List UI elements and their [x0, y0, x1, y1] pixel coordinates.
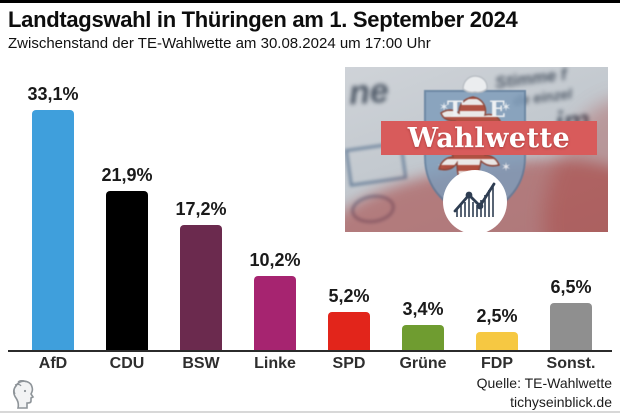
crest-letter-E: E	[489, 97, 506, 123]
tichys-head-logo-icon	[12, 380, 35, 409]
bar-group: 33,1%	[16, 3, 90, 350]
x-axis-label: FDP	[481, 355, 513, 372]
bar-spd	[328, 312, 370, 350]
bar-value-label: 5,2%	[328, 286, 370, 306]
bar-afd	[32, 110, 74, 350]
svg-text:✶: ✶	[501, 160, 511, 174]
bar-value-label: 2,5%	[476, 306, 518, 326]
bar-group: 17,2%	[164, 3, 238, 350]
bar-bsw	[180, 225, 222, 350]
bar-grne	[402, 325, 444, 350]
x-axis-label: Sonst.	[546, 355, 596, 372]
x-axis-label: Linke	[254, 355, 296, 372]
ballot-word: ne	[347, 71, 390, 113]
bar-group: 10,2%	[238, 3, 312, 350]
x-axis-line	[8, 350, 612, 352]
bar-group: 6,5%	[534, 3, 608, 350]
bar-group: 21,9%	[90, 3, 164, 350]
bar-chart: 33,1% 21,9% 17,2% 10,2% 5,2% 3,4% 2,5% 6,5%	[16, 3, 608, 350]
source-line: tichyseinblick.de	[510, 394, 612, 410]
bar-linke	[254, 276, 296, 350]
bar-group: 3,4%	[386, 3, 460, 350]
wahlwette-photo: ne Stimme f de einzel im ✶ ✶ ✶ ✶ ✶ ✶ ✶ ✶…	[345, 67, 608, 232]
x-axis-label: CDU	[109, 355, 145, 372]
svg-text:✶: ✶	[439, 100, 449, 114]
chart-line-icon	[443, 170, 507, 232]
page-subtitle: Zwischenstand der TE-Wahlwette am 30.08.…	[8, 35, 431, 52]
svg-text:✶: ✶	[501, 100, 511, 114]
bar-group: 2,5%	[460, 3, 534, 350]
source-line: Quelle: TE-Wahlwette	[476, 375, 612, 391]
bar-value-label: 6,5%	[550, 277, 592, 297]
bar-value-label: 33,1%	[27, 84, 79, 104]
bar-fdp	[476, 332, 518, 350]
wahlwette-banner-text: Wahlwette	[407, 122, 571, 154]
bar-value-label: 3,4%	[402, 299, 444, 319]
x-axis-label: AfD	[38, 355, 68, 372]
source-credit: Quelle: TE-Wahlwette tichyseinblick.de	[477, 374, 612, 412]
bar-value-label: 17,2%	[175, 199, 227, 219]
x-axis-label: BSW	[182, 355, 220, 372]
page-title: Landtagswahl in Thüringen am 1. Septembe…	[8, 7, 518, 32]
bar-group: 5,2%	[312, 3, 386, 350]
x-axis-labels: AfD CDU BSW Linke SPD Grüne FDP Sonst.	[16, 355, 608, 377]
bar-value-label: 10,2%	[249, 250, 301, 270]
crest-letter-T: T	[447, 97, 464, 123]
bar-value-label: 21,9%	[101, 165, 153, 185]
x-axis-label: SPD	[332, 355, 366, 372]
x-axis-label: Grüne	[399, 355, 447, 372]
bar-cdu	[106, 191, 148, 350]
wahlwette-banner: Wahlwette	[381, 121, 597, 155]
bar-sonst	[550, 303, 592, 350]
